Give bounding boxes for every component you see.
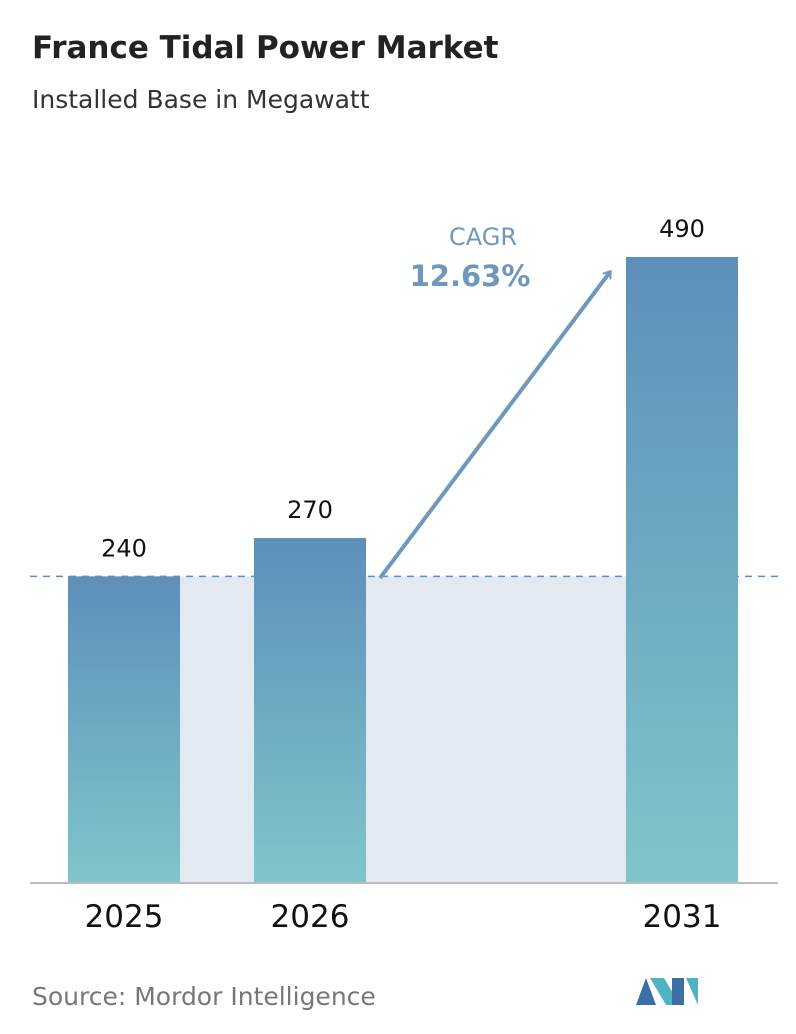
bar (254, 538, 366, 883)
bar (68, 576, 180, 883)
cagr-arrow (378, 272, 610, 580)
source: Source: Mordor Intelligence (32, 982, 376, 1011)
x-tick-label: 2025 (85, 899, 164, 935)
value-label: 490 (659, 215, 705, 243)
plot: 240 2025 270 2026 490 2031 (30, 215, 782, 935)
x-tick-label: 2026 (271, 899, 350, 935)
value-label: 270 (287, 496, 333, 524)
value-label: 240 (101, 534, 147, 562)
cagr-label: CAGR (449, 223, 517, 251)
chart-title: France Tidal Power Market (32, 30, 499, 66)
bar (626, 257, 738, 883)
chart-subtitle: Installed Base in Megawatt (32, 85, 370, 114)
logo (636, 978, 698, 1005)
x-tick-label: 2031 (643, 899, 722, 935)
cagr-value: 12.63% (410, 259, 531, 293)
